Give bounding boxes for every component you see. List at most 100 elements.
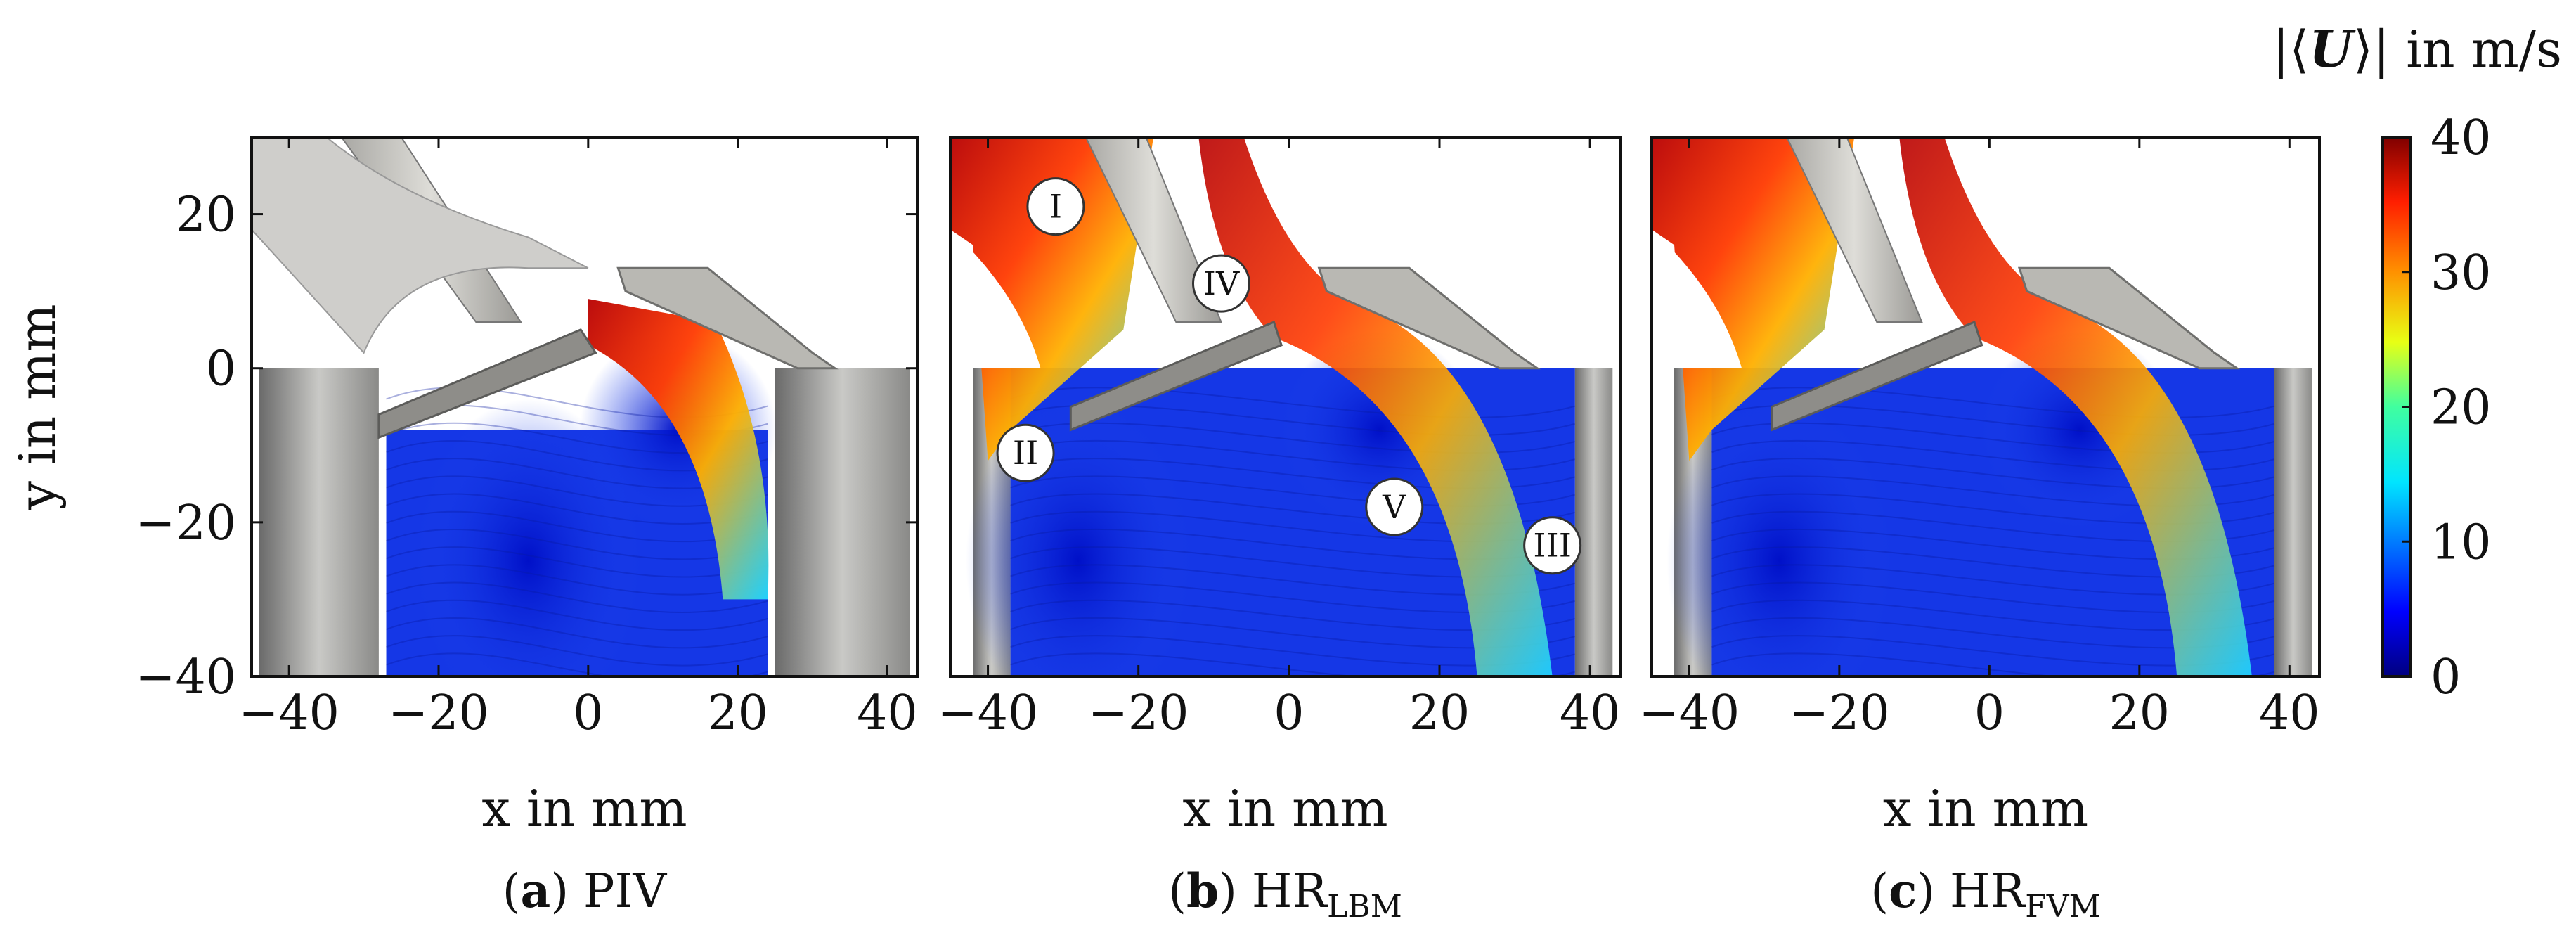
valve-disk [377,328,597,439]
region-marker: IV [1191,254,1250,313]
flow-field [1652,137,2312,676]
flow-field [950,137,1613,676]
port-wall-area [950,229,1041,368]
streamline [386,617,768,649]
x-tick-label: 20 [2109,686,2170,741]
marker-label: V [1382,488,1406,526]
colorbar-label: |⟨U⟩| in m/s [2272,19,2562,79]
x-tick-label: 20 [1409,686,1470,741]
valve-disk [1771,320,1983,432]
x-tick-label: −20 [1789,686,1890,741]
x-tick-label: −20 [388,686,489,741]
region-marker: I [1026,177,1085,236]
x-tick-label: 40 [1560,686,1621,741]
marker-circle [1191,254,1250,313]
cylinder-wall-right [2274,368,2312,676]
colorbar: 0 10 20 30 40 |⟨U⟩| in m/s [2272,19,2562,705]
port-wall-area [1652,229,1742,368]
caption-letter: b [1186,863,1219,918]
caption-main: PIV [583,864,667,918]
colorbar-tick-label: 30 [2431,245,2492,301]
colorbar-label-symbol: U [2309,19,2356,79]
panel-a: −40 −20 0 20 40 −40 −20 0 20 x in mm y in mm (a) PI… [8,136,919,918]
plot-frame [1650,136,2321,678]
cylinder-head [1317,266,1541,370]
valve-stem [1786,137,1923,323]
cylinder-wall-left [259,368,379,676]
flow-field [252,137,910,676]
marker-circle [1365,477,1424,536]
x-tick-label: 20 [707,686,768,741]
x-tick-label: 40 [2259,686,2320,741]
colorbar-label-suffix: ⟩| in m/s [2353,20,2562,79]
colorbar-tick-label: 0 [2431,650,2461,705]
valve-disk [1069,320,1283,432]
colorbar-label-prefix: |⟨ [2272,20,2309,79]
streamline [386,581,768,613]
x-tick-label: −20 [1088,686,1189,741]
streamline [386,493,768,525]
y-tick-label: −20 [135,496,236,551]
x-tick-label: −40 [1639,686,1740,741]
streamline [1711,387,2275,418]
marker-circle [1523,516,1582,575]
marker-label: III [1533,527,1572,565]
port-flow-right [1198,137,1553,676]
streamline [386,652,768,676]
streamline [386,475,768,507]
intake-jet [588,299,769,600]
caption-paren: ( [1870,864,1889,918]
region-marker: III [1523,516,1582,575]
x-tick-label: −40 [938,686,1039,741]
x-tick-label: 0 [1274,686,1304,741]
x-axis-label: x in mm [481,779,687,838]
caption-letter: c [1889,863,1917,918]
caption-paren: ) [550,864,583,918]
streamline [386,599,768,631]
caption-sub: FVM [2025,889,2100,925]
caption-main: HR [1950,864,2027,918]
cylinder-wall-right [1574,368,1613,676]
caption-sub: LBM [1327,889,1402,925]
streamline [386,635,768,667]
marker-label: IV [1203,264,1240,302]
panel-c: −40 −20 0 20 40 x in mm (c) HRFVM [1639,136,2321,925]
y-tick-label: 0 [206,342,236,397]
x-tick-label: −40 [238,686,339,741]
streamline [1010,652,1576,676]
y-tick-label: −40 [135,650,236,705]
plot-frame [250,136,919,678]
x-tick-label: 40 [857,686,918,741]
streamline [386,564,768,596]
panel-caption: (a) PIV [503,863,668,918]
vortex-left [1666,399,1892,676]
port-flow-left [950,137,1154,461]
cylinder-head [616,266,839,370]
panel-caption: (c) HRFVM [1870,863,2100,925]
caption-paren: ) [1917,864,1950,918]
marker-label: II [1013,434,1038,472]
valve-stem [1085,137,1222,323]
x-axis-label: x in mm [1182,779,1387,838]
x-tick-label: 0 [573,686,603,741]
caption-main: HR [1252,864,1329,918]
panel-caption: (b) HRLBM [1168,863,1402,925]
x-tick-label: 0 [1974,686,2005,741]
y-axis-label: y in mm [8,304,67,510]
streamline [1711,652,2275,676]
caption-paren: ) [1219,864,1252,918]
marker-label: I [1049,188,1062,226]
cylinder-head [2017,266,2241,370]
region-marker: V [1365,477,1424,536]
caption-paren: ( [503,864,521,918]
cylinder-wall-right [775,368,910,676]
region-marker: II [996,423,1055,482]
colorbar-tick-label: 10 [2431,515,2492,570]
colorbar-tick-label: 20 [2431,380,2492,436]
marker-circle [1026,177,1085,236]
y-tick-label: 20 [175,188,236,243]
port-flow-right [1899,137,2252,676]
plot-frame [949,136,1622,678]
